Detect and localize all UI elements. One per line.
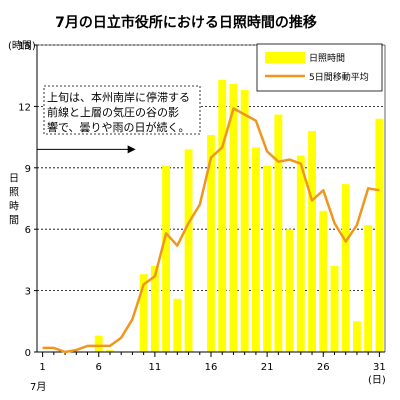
y-axis-label: 日照時間 xyxy=(9,174,19,227)
y-tick-label: 15 xyxy=(18,41,31,52)
bar xyxy=(251,147,260,352)
bar xyxy=(364,225,373,352)
y-ticks: 0 3 6 9 12 15 xyxy=(18,41,37,359)
bar xyxy=(150,266,159,352)
bar xyxy=(319,210,328,352)
y-axis-label-char: 日 xyxy=(9,174,19,185)
bar xyxy=(308,130,316,352)
x-tick-label: 6 xyxy=(96,362,102,373)
y-axis-label-char: 照 xyxy=(9,187,19,199)
y-axis-label-char: 間 xyxy=(9,215,19,227)
y-axis-label-char: 時 xyxy=(9,201,19,213)
y-tick-label: 6 xyxy=(25,225,31,236)
x-tick-label: 31 xyxy=(373,362,386,373)
annotation-box xyxy=(43,85,201,135)
y-tick-label: 12 xyxy=(18,102,31,113)
annotation-line-2: 前線と上層の気圧の谷の影 xyxy=(47,105,179,119)
bar xyxy=(94,335,103,352)
bar xyxy=(375,118,384,353)
y-tick-label: 0 xyxy=(25,348,31,359)
x-tick-label: 21 xyxy=(261,362,274,373)
x-ticks: 1 6 11 16 21 26 31 xyxy=(39,352,386,373)
annotation-arrowhead xyxy=(127,145,136,154)
y-tick-label: 9 xyxy=(25,164,31,175)
annotation-line-3: 響で、曇りや雨の日が続く。 xyxy=(47,120,190,134)
bar xyxy=(229,83,238,353)
bar xyxy=(330,266,339,352)
bar xyxy=(353,321,361,352)
y-tick-label: 3 xyxy=(25,287,31,298)
legend-box xyxy=(256,43,383,92)
x-unit-label: (日) xyxy=(368,375,386,386)
y-unit-label: (時間) xyxy=(8,40,36,52)
bar xyxy=(106,349,114,352)
legend: 日照時間 5日間移動平均 xyxy=(256,43,383,92)
moving-average-line xyxy=(42,107,380,354)
legend-bar-label: 日照時間 xyxy=(309,53,345,64)
bar xyxy=(184,149,193,352)
annotation-line-1: 上旬は、本州南岸に停滞する xyxy=(47,90,190,104)
bar xyxy=(207,135,215,352)
bars xyxy=(94,79,384,353)
legend-line-label: 5日間移動平均 xyxy=(309,71,369,83)
month-label: 7月 xyxy=(30,381,46,393)
bar xyxy=(274,114,283,352)
bar xyxy=(218,79,227,352)
bar xyxy=(139,274,148,352)
bar xyxy=(173,298,182,352)
legend-bar-swatch xyxy=(265,52,305,63)
bar xyxy=(341,184,350,352)
x-tick-label: 1 xyxy=(39,362,45,373)
bar xyxy=(162,165,171,352)
chart-title: 7月の日立市役所における日照時間の推移 xyxy=(55,14,317,31)
bar xyxy=(263,165,272,352)
bar xyxy=(296,155,305,352)
x-tick-label: 16 xyxy=(205,362,218,373)
annotation: 上旬は、本州南岸に停滞する 前線と上層の気圧の谷の影 響で、曇りや雨の日が続く。 xyxy=(37,85,201,154)
bar xyxy=(240,90,249,352)
x-tick-label: 26 xyxy=(317,362,330,373)
x-tick-label: 11 xyxy=(149,362,162,373)
bar xyxy=(285,229,294,352)
